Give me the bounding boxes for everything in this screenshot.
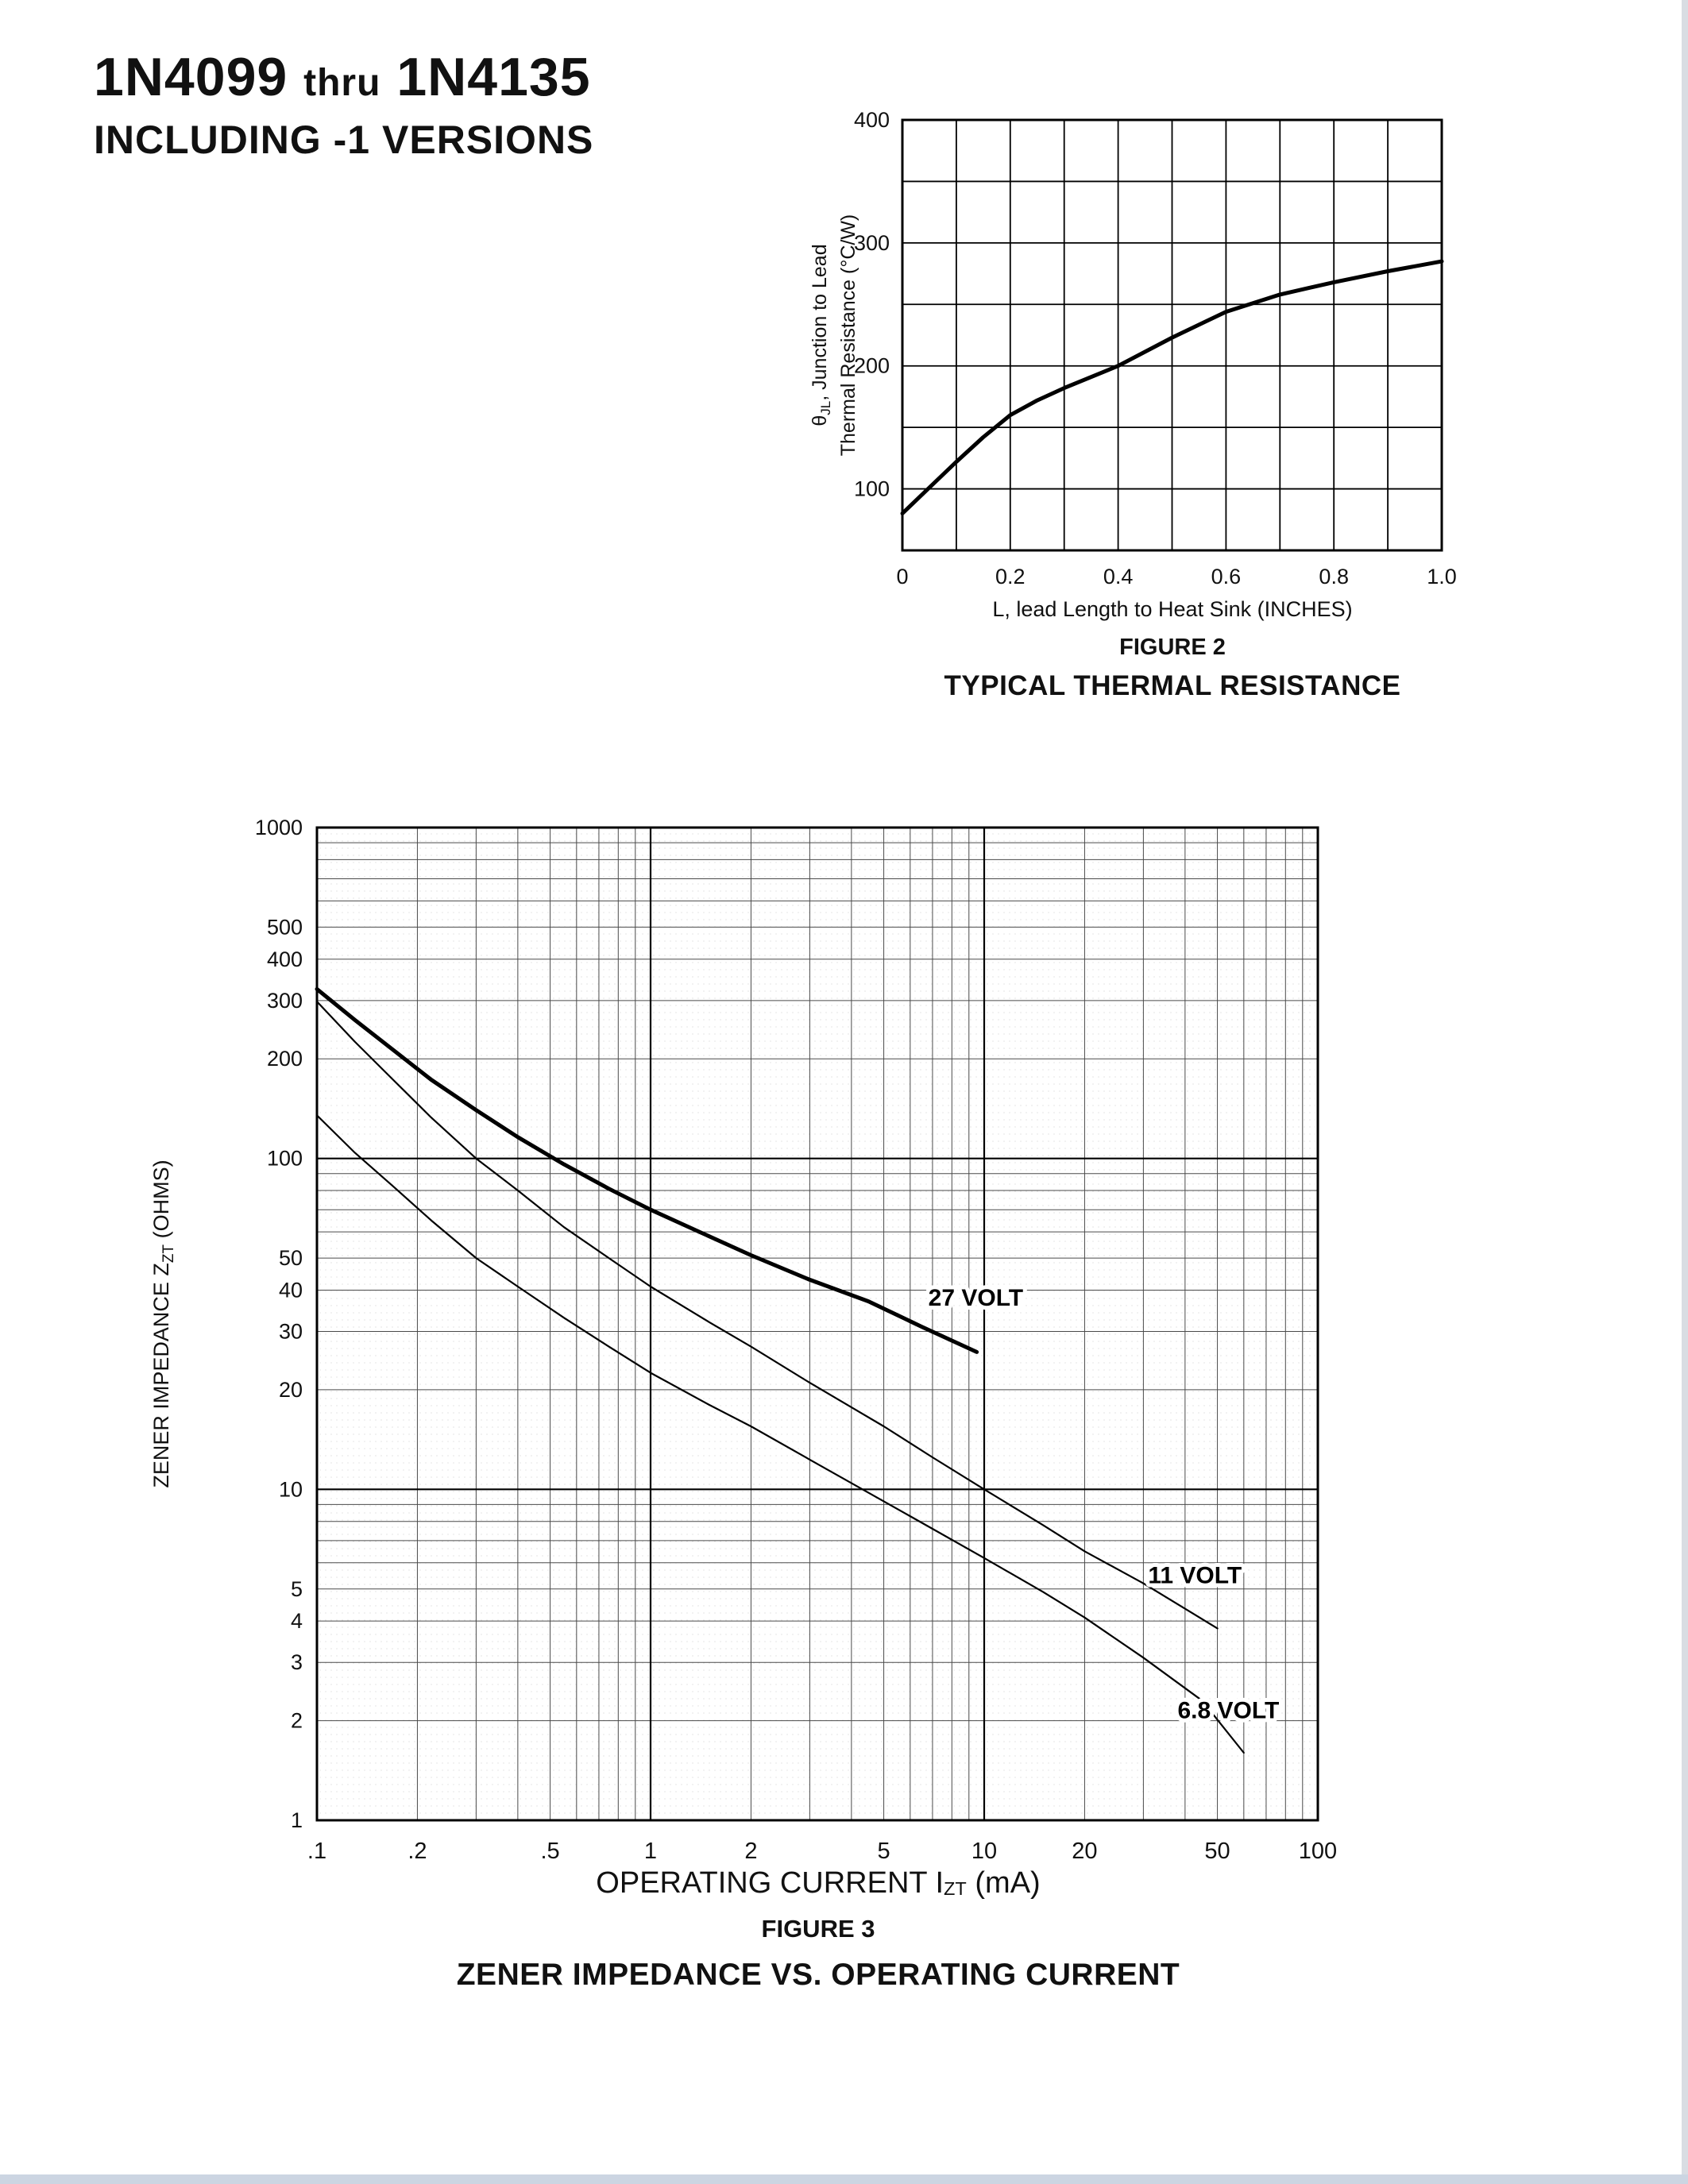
svg-text:0: 0 [896, 565, 908, 588]
svg-text:400: 400 [267, 947, 303, 971]
svg-text:5: 5 [291, 1577, 303, 1601]
svg-text:30: 30 [279, 1320, 303, 1344]
svg-text:5: 5 [877, 1839, 890, 1864]
svg-text:20: 20 [279, 1378, 303, 1402]
figure2-thermal-resistance: 0 0.2 0.4 0.6 0.8 1.0 100 200 300 400 θJL, Junctio… [794, 103, 1509, 702]
figure3-captions: OPERATING CURRENT IZT (mA) FIGURE 3 ZENE… [143, 1866, 1493, 1993]
svg-text:500: 500 [267, 915, 303, 939]
scan-edge-bottom [0, 2174, 1688, 2184]
thermal-resistance-chart: 0 0.2 0.4 0.6 0.8 1.0 100 200 300 400 θJL, Junctio… [809, 108, 1457, 588]
svg-text:300: 300 [267, 989, 303, 1013]
svg-text:1: 1 [291, 1808, 303, 1832]
figure2-captions: L, lead Length to Heat Sink (INCHES) FIG… [794, 597, 1509, 702]
svg-text:0.2: 0.2 [995, 565, 1026, 588]
svg-text:100: 100 [1299, 1839, 1337, 1864]
zener-impedance-chart: 27 VOLT 11 VOLT 6.8 VOLT .1 .2 .5 1 2 5 10 20 50 100… [149, 816, 1337, 1864]
fig3-xaxis-label: OPERATING CURRENT IZT (mA) [143, 1866, 1493, 1900]
page-header: 1N4099 thru 1N4135 INCLUDING -1 VERSIONS [94, 47, 594, 163]
svg-text:0.6: 0.6 [1211, 565, 1242, 588]
scan-edge-right [1682, 0, 1688, 2184]
part-number-end: 1N4135 [396, 47, 591, 107]
svg-text:0.4: 0.4 [1103, 565, 1134, 588]
fig2-xaxis-label: L, lead Length to Heat Sink (INCHES) [992, 597, 1353, 621]
svg-text:10: 10 [279, 1477, 303, 1501]
svg-text:Thermal Resistance (°C/W): Thermal Resistance (°C/W) [837, 214, 859, 457]
svg-text:50: 50 [1204, 1839, 1230, 1864]
svg-text:300: 300 [854, 231, 890, 255]
figure3-zener-impedance: 27 VOLT 11 VOLT 6.8 VOLT .1 .2 .5 1 2 5 10 20 50 100… [143, 778, 1493, 1993]
thru-word: thru [303, 62, 381, 104]
svg-text:θJL, Junction to Lead: θJL, Junction to Lead [809, 244, 833, 426]
svg-text:1.0: 1.0 [1427, 565, 1457, 588]
fig3-xlabel-sub: ZT [944, 1877, 967, 1899]
svg-text:200: 200 [267, 1047, 303, 1071]
part-number-title: 1N4099 thru 1N4135 [94, 47, 593, 107]
svg-text:50: 50 [279, 1246, 303, 1270]
part-number-start: 1N4099 [94, 47, 288, 107]
svg-text:10: 10 [971, 1839, 997, 1864]
svg-text:6.8 VOLT: 6.8 VOLT [1178, 1697, 1280, 1723]
svg-text:1000: 1000 [255, 816, 303, 839]
svg-text:.5: .5 [540, 1839, 559, 1864]
svg-text:0.8: 0.8 [1319, 565, 1349, 588]
svg-text:100: 100 [267, 1147, 303, 1171]
svg-text:100: 100 [854, 477, 890, 501]
fig3-xlabel-post: (mA) [966, 1866, 1041, 1900]
svg-text:2: 2 [744, 1839, 757, 1864]
subtitle-including-versions: INCLUDING -1 VERSIONS [94, 118, 594, 163]
fig3-xlabel-pre: OPERATING CURRENT I [596, 1866, 944, 1900]
svg-text:40: 40 [279, 1278, 303, 1302]
svg-text:.2: .2 [408, 1839, 427, 1864]
svg-text:27 VOLT: 27 VOLT [929, 1285, 1023, 1311]
svg-text:200: 200 [854, 354, 890, 378]
svg-text:ZENER IMPEDANCE ZZT (OHMS): ZENER IMPEDANCE ZZT (OHMS) [149, 1160, 177, 1488]
fig2-figure-label: FIGURE 2 [1119, 635, 1226, 660]
svg-text:2: 2 [291, 1709, 303, 1733]
svg-text:1: 1 [644, 1839, 657, 1864]
svg-text:3: 3 [291, 1650, 303, 1674]
fig2-title: TYPICAL THERMAL RESISTANCE [944, 670, 1401, 701]
svg-text:4: 4 [291, 1609, 303, 1633]
svg-text:.1: .1 [307, 1839, 326, 1864]
svg-text:400: 400 [854, 108, 890, 132]
fig3-figure-label: FIGURE 3 [761, 1915, 875, 1943]
svg-text:11 VOLT: 11 VOLT [1148, 1563, 1242, 1589]
fig3-title: ZENER IMPEDANCE VS. OPERATING CURRENT [456, 1958, 1180, 1992]
svg-text:20: 20 [1072, 1839, 1097, 1864]
